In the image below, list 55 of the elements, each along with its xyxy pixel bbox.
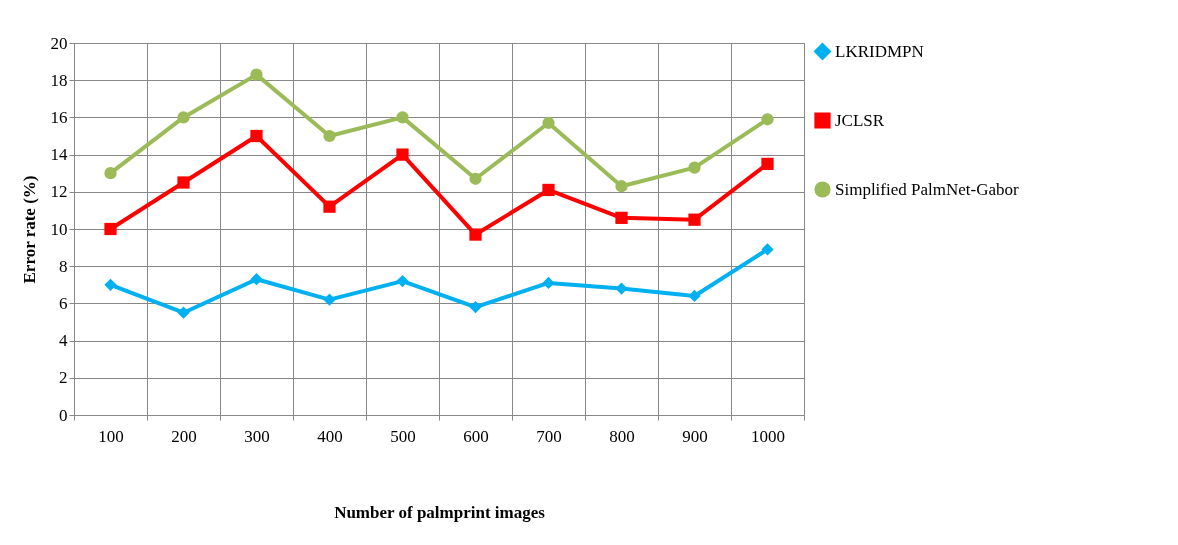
- y-tick-label: 14: [50, 145, 68, 165]
- x-axis-title: Number of palmprint images: [334, 502, 546, 522]
- y-tick-label: 0: [59, 405, 68, 425]
- x-tick-label: 300: [244, 426, 270, 446]
- y-tick-label: 6: [59, 293, 68, 313]
- point: [396, 111, 409, 124]
- point: [104, 222, 117, 236]
- point: [542, 183, 555, 197]
- point: [323, 293, 336, 306]
- point: [469, 301, 482, 314]
- point: [177, 306, 190, 319]
- point: [104, 278, 117, 291]
- point: [542, 276, 555, 290]
- point: [250, 273, 263, 286]
- y-tick-label: 18: [50, 70, 68, 90]
- x-tick-label: 1000: [751, 426, 785, 446]
- x-tick-label: 500: [390, 426, 416, 446]
- point: [469, 228, 482, 241]
- point: [615, 180, 628, 193]
- point: [396, 274, 409, 288]
- y-tick-label: 8: [59, 256, 68, 276]
- y-tick-label: 10: [50, 219, 68, 239]
- legend-label: LKRIDMPN: [835, 41, 924, 61]
- point: [542, 116, 555, 130]
- x-tick-label: 200: [171, 426, 197, 446]
- point: [469, 172, 482, 185]
- y-axis-title: Error rate (%): [19, 175, 39, 284]
- point: [250, 68, 263, 81]
- point: [615, 211, 628, 224]
- point: [104, 167, 117, 180]
- point: [177, 111, 190, 124]
- x-tick-label: 700: [536, 426, 562, 446]
- point: [761, 113, 774, 126]
- point: [323, 200, 336, 213]
- point: [250, 129, 263, 143]
- point: [761, 243, 774, 256]
- x-tick-label: 600: [463, 426, 489, 446]
- y-tick-label: 20: [50, 33, 68, 53]
- y-tick-label: 12: [50, 182, 68, 202]
- y-tick-label: 2: [59, 368, 68, 388]
- point: [688, 213, 701, 226]
- point: [761, 157, 774, 171]
- point: [177, 176, 190, 189]
- point: [323, 129, 336, 143]
- point: [688, 161, 701, 174]
- point: [688, 289, 701, 303]
- x-tick-label: 800: [609, 426, 635, 446]
- x-tick-label: 400: [317, 426, 343, 446]
- x-tick-label: 900: [682, 426, 708, 446]
- legend-label: JCLSR: [835, 110, 885, 130]
- x-tick-label: 100: [98, 426, 124, 446]
- y-tick-label: 16: [50, 107, 68, 127]
- y-tick-label: 4: [59, 331, 68, 351]
- point: [396, 148, 409, 161]
- legend-label: Simplified PalmNet-Gabor: [835, 179, 1019, 199]
